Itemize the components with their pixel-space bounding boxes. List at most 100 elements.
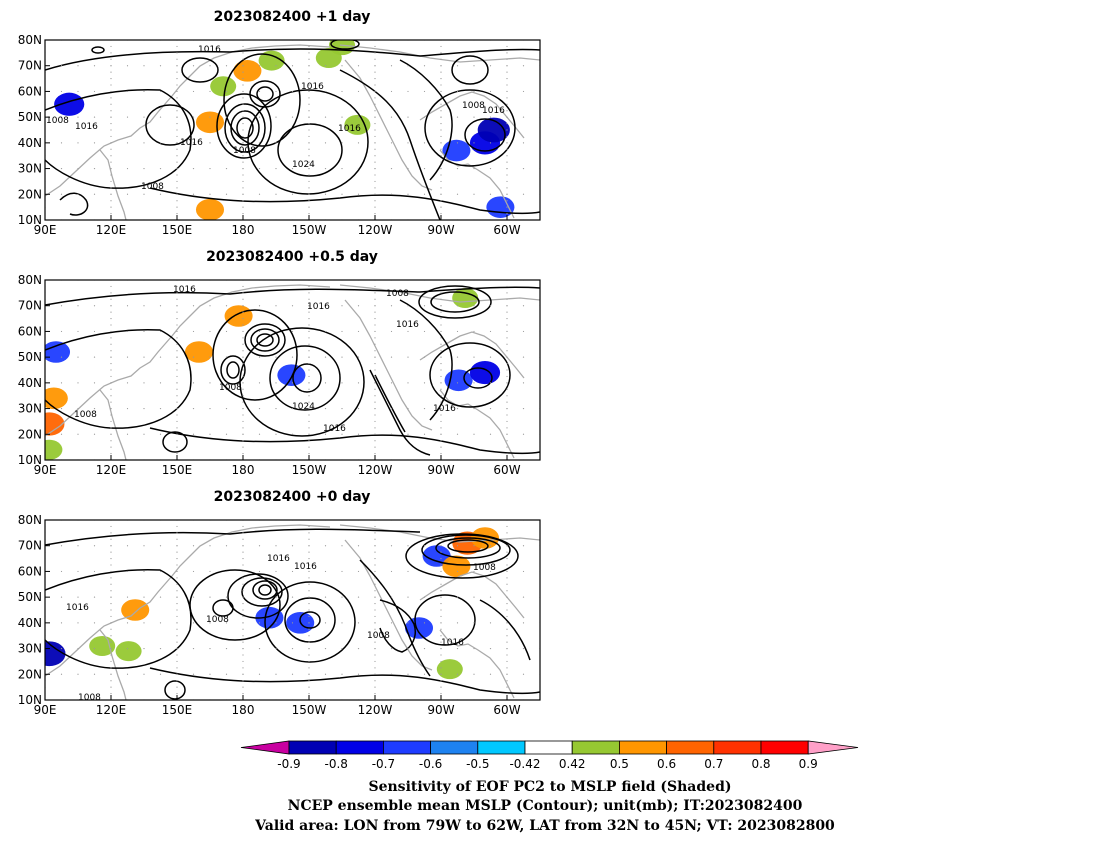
grid-dot [374, 602, 376, 605]
panel-title: 2023082400 +1 day [214, 9, 371, 25]
grid-dot [357, 545, 360, 547]
grid-dot [242, 71, 244, 73]
grid-dot [242, 545, 244, 547]
grid-dot [341, 116, 343, 118]
grid-dot [308, 641, 310, 643]
grid-dot [176, 292, 178, 294]
grid-dot [522, 407, 525, 410]
grid-dot [308, 110, 310, 112]
colorbar-swatch [524, 740, 573, 755]
grid-dot [192, 142, 195, 144]
grid-dot [143, 167, 145, 170]
contour-label: 1016 [433, 404, 456, 414]
grid-dot [291, 382, 294, 384]
grid-dot [440, 52, 442, 54]
grid-dot [176, 122, 178, 125]
x-tick-label: 90E [34, 223, 57, 237]
grid-dot [143, 330, 145, 333]
grid-dot [440, 382, 442, 384]
grid-dot [242, 615, 244, 618]
y-tick-label: 20N [18, 667, 42, 681]
grid-dot [110, 602, 112, 605]
grid-dot [110, 654, 112, 656]
x-tick-label: 120E [96, 703, 127, 717]
grid-dot [242, 628, 244, 630]
grid-dot [522, 545, 525, 547]
grid-dot [473, 167, 475, 170]
grid-dot [143, 622, 145, 624]
grid-dot [308, 570, 310, 573]
grid-dot [242, 292, 244, 294]
grid-dot [506, 615, 508, 618]
grid-dot [506, 382, 508, 384]
grid-dot [374, 628, 376, 630]
grid-dot [176, 206, 178, 208]
contour-label: 1016 [66, 603, 89, 613]
grid-dot [506, 103, 508, 105]
grid-dot [308, 375, 310, 378]
contour-label: 1024 [292, 402, 315, 412]
grid-dot [440, 609, 442, 611]
grid-dot [275, 116, 277, 118]
contour-label: 1016 [180, 138, 203, 148]
grid-dot [308, 647, 310, 650]
grid-dot [506, 446, 508, 448]
grid-dot [324, 433, 327, 435]
grid-dot [192, 647, 195, 650]
grid-dot [275, 305, 277, 307]
grid-dot [440, 330, 442, 333]
grid-dot [440, 641, 442, 643]
grid-dot [176, 148, 178, 150]
grid-dot [506, 647, 508, 650]
grid-dot [225, 545, 228, 547]
grid-dot [423, 382, 426, 384]
grid-dot [126, 116, 129, 118]
grid-dot [110, 401, 112, 403]
x-tick-label: 120W [358, 703, 393, 717]
grid-dot [110, 446, 112, 448]
grid-dot [506, 388, 508, 390]
grid-dot [440, 570, 442, 573]
grid-dot [374, 420, 376, 423]
grid-dot [291, 545, 294, 547]
grid-dot [126, 407, 129, 410]
grid-dot [176, 362, 178, 365]
grid-dot [506, 187, 508, 189]
grid-dot [440, 292, 442, 294]
grid-dot [341, 142, 343, 144]
grid-dot [324, 65, 327, 67]
grid-dot [390, 167, 393, 170]
grid-dot [423, 622, 426, 624]
grid-dot [506, 122, 508, 125]
grid-dot [275, 356, 277, 358]
grid-dot [258, 673, 261, 675]
grid-dot [242, 692, 244, 695]
grid-dot [143, 90, 145, 93]
grid-dot [110, 193, 112, 195]
grid-dot [159, 167, 162, 170]
colorbar-label: 0.5 [610, 757, 629, 771]
grid-dot [407, 142, 409, 144]
grid-dot [407, 647, 409, 650]
grid-dot [374, 187, 376, 189]
grid-dot [77, 193, 79, 195]
colorbar-swatch [382, 740, 431, 755]
grid-dot [176, 641, 178, 643]
grid-dot [225, 622, 228, 624]
grid-dot [374, 564, 376, 566]
caption-line-3: Valid area: LON from 79W to 62W, LAT fro… [254, 818, 835, 834]
grid-dot [176, 167, 178, 170]
grid-dot [374, 292, 376, 294]
grid-dot [60, 382, 63, 384]
grid-dot [308, 532, 310, 534]
grid-dot [275, 330, 277, 333]
grid-dot [423, 407, 426, 410]
x-tick-label: 120W [358, 223, 393, 237]
sensitivity-blob [184, 341, 214, 363]
grid-dot [242, 305, 244, 307]
y-tick-label: 40N [18, 136, 42, 150]
grid-dot [308, 337, 310, 339]
grid-dot [440, 90, 442, 93]
grid-dot [275, 193, 277, 195]
grid-dot [192, 356, 195, 358]
